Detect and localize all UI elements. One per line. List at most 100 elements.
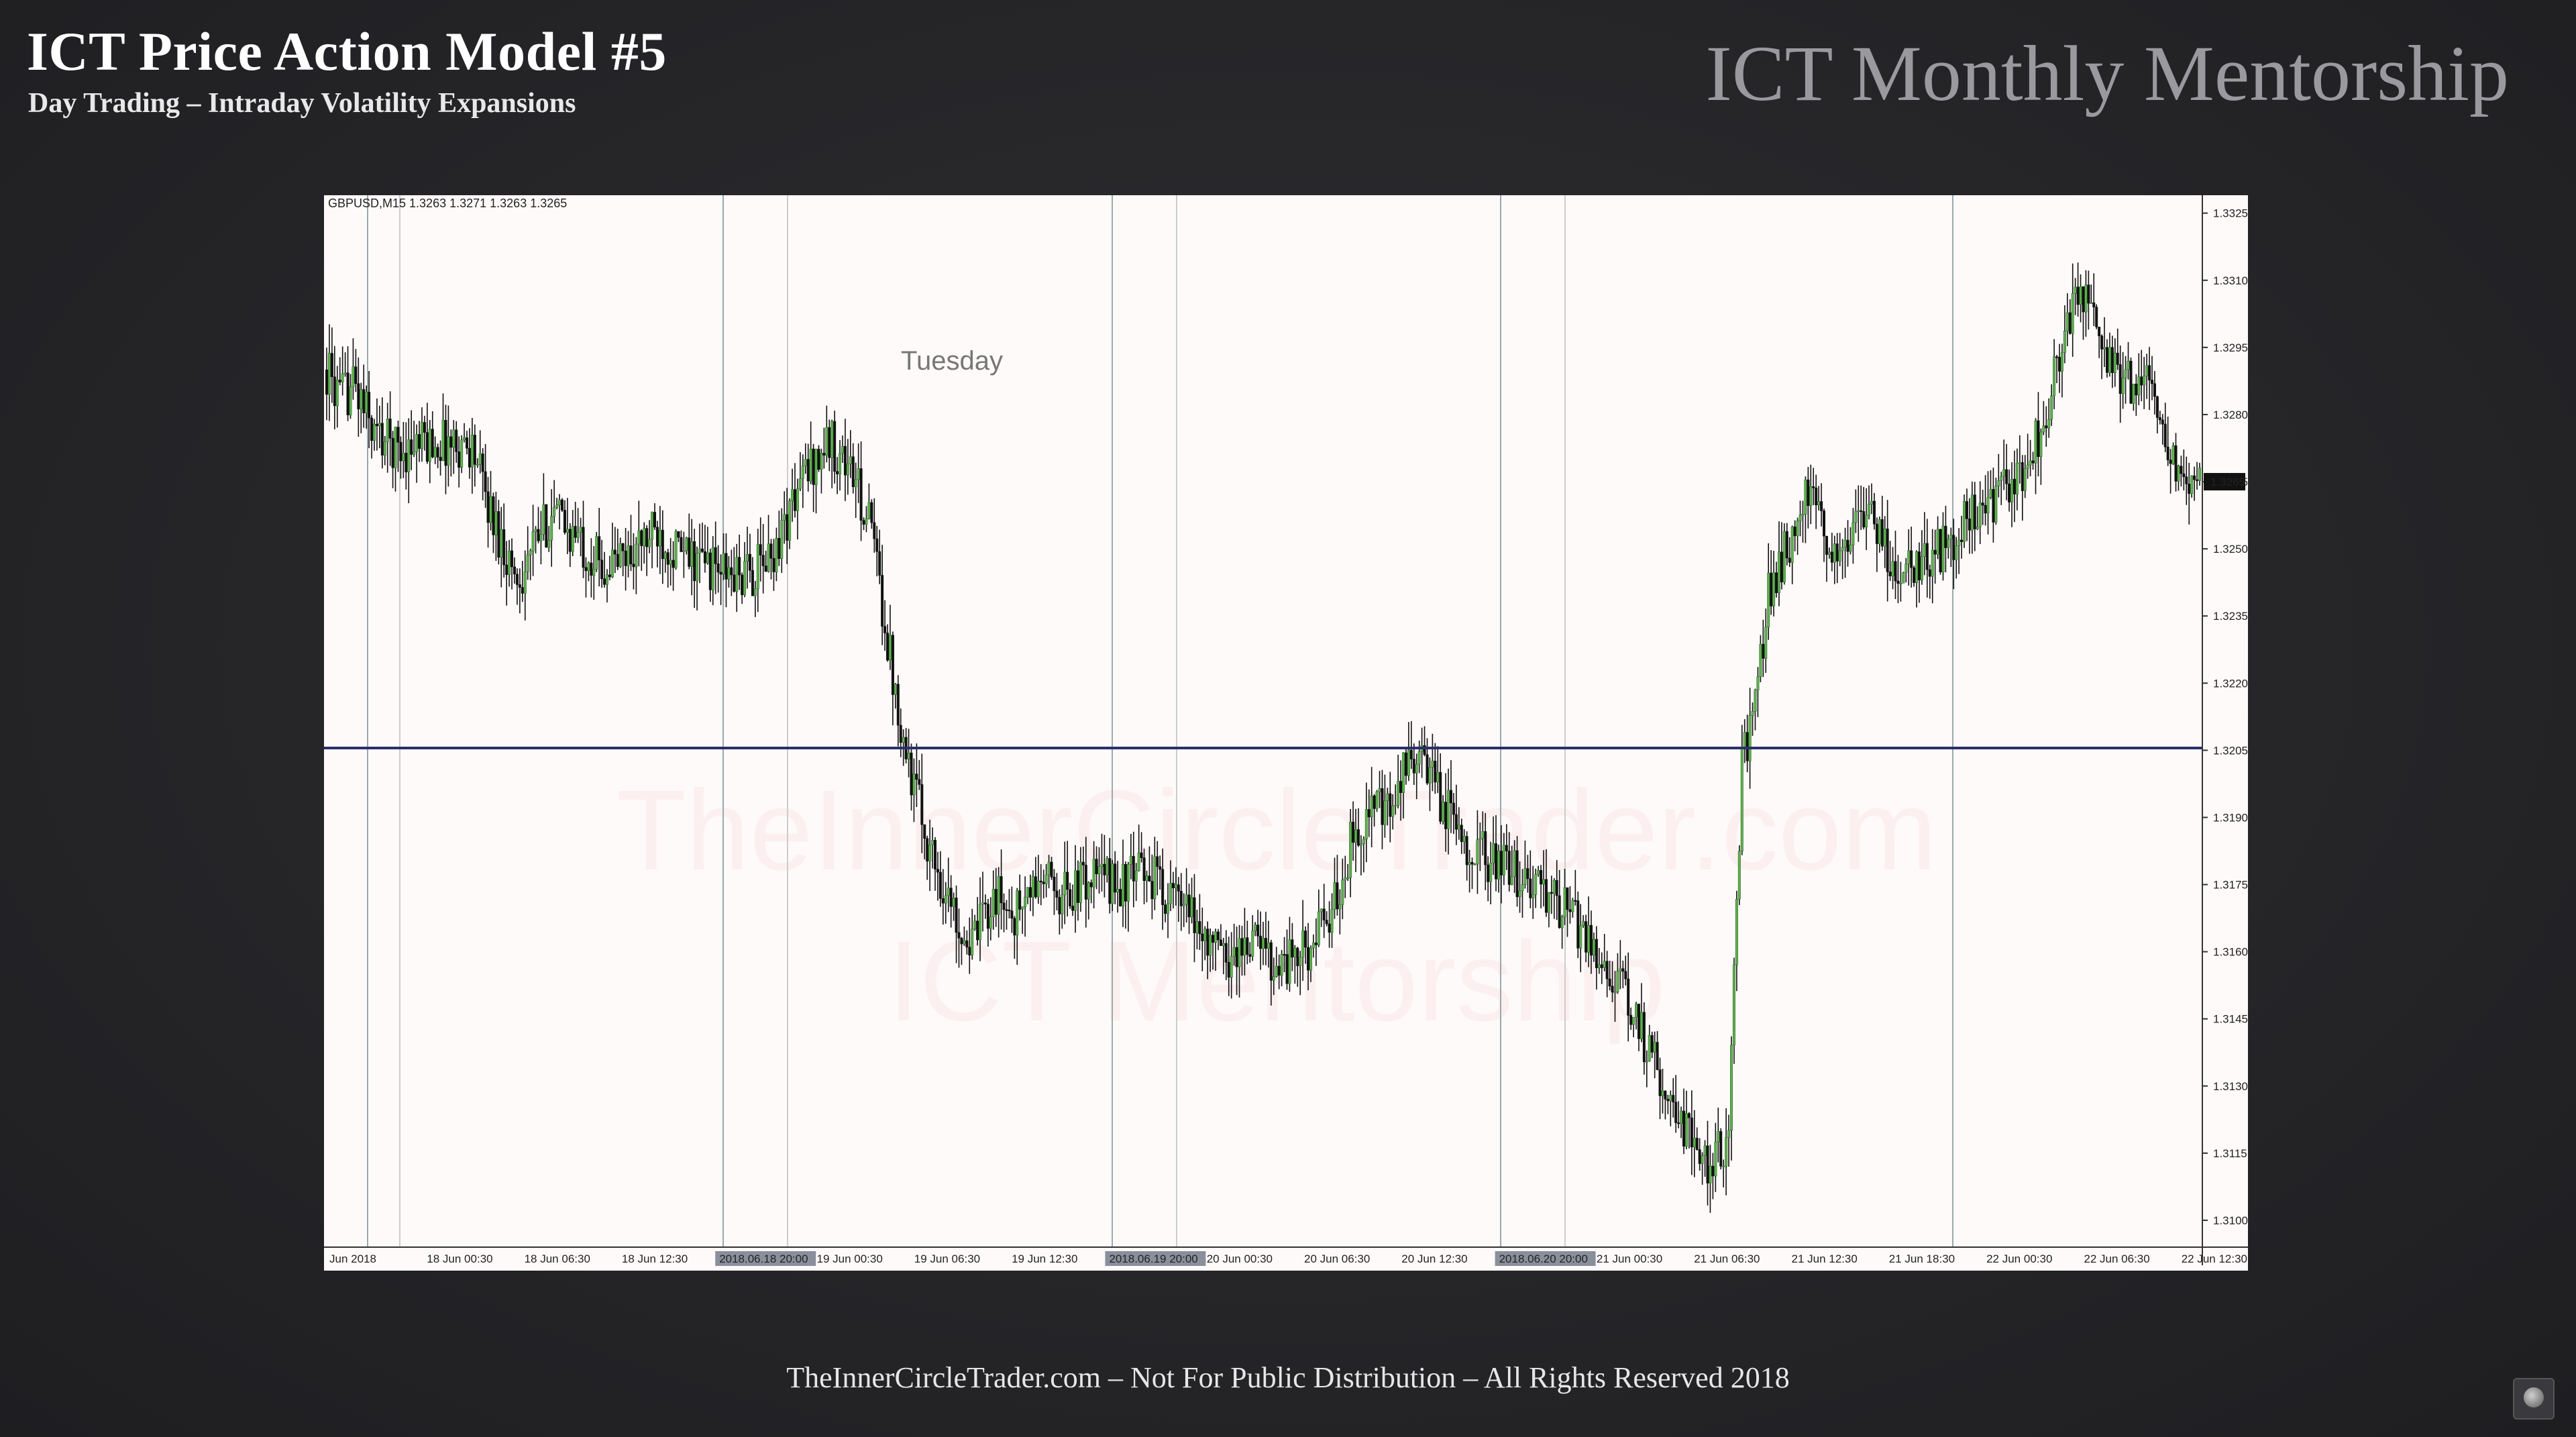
candle-body	[669, 560, 672, 565]
candle-body	[2127, 360, 2130, 370]
candle-body	[1870, 500, 1874, 505]
candle-body	[372, 423, 376, 441]
candle-body	[473, 435, 476, 465]
candle-body	[748, 553, 751, 571]
candle-body	[513, 566, 516, 575]
candle-body	[920, 784, 924, 825]
candle-body	[1666, 1099, 1670, 1102]
candle-body	[428, 429, 431, 462]
candle-body	[1452, 802, 1455, 815]
candle-body	[2026, 464, 2029, 469]
candle-body	[881, 575, 884, 627]
xtick-label: 2018.06.20 20:00	[1499, 1253, 1588, 1265]
candle-body	[2076, 286, 2080, 305]
candle-body	[1613, 992, 1617, 994]
candle-body	[1174, 884, 1177, 888]
candle-body	[1328, 923, 1331, 933]
candle-body	[1732, 964, 1735, 1046]
candle-body	[1838, 550, 1841, 562]
candle-body	[1465, 836, 1468, 865]
candle-body	[1391, 806, 1395, 817]
candle-body	[722, 553, 725, 575]
candle-body	[777, 538, 781, 560]
candle-body	[648, 539, 651, 547]
candle-body	[756, 544, 759, 590]
candle-body	[1100, 863, 1104, 867]
candle-body	[1431, 761, 1434, 767]
candle-body	[2118, 364, 2122, 394]
candle-body	[1428, 767, 1432, 784]
candle-body	[1322, 908, 1326, 920]
candle-body	[1177, 884, 1180, 892]
candle-body	[1018, 890, 1022, 910]
watermark-line-2: ICT Mentorship	[888, 918, 1666, 1045]
candle-body	[1542, 879, 1546, 885]
candle-body	[325, 369, 329, 395]
candle-body	[1179, 891, 1183, 906]
candle-body	[1854, 511, 1858, 523]
candle-body	[1442, 802, 1445, 822]
candle-body	[1285, 954, 1289, 984]
candle-body	[2065, 312, 2069, 331]
candle-body	[843, 445, 847, 476]
candle-body	[727, 567, 731, 580]
candle-body	[502, 529, 506, 566]
candle-body	[1579, 925, 1582, 949]
candle-body	[1698, 1149, 1701, 1164]
candle-body	[1709, 1165, 1712, 1183]
candle-body	[2079, 286, 2082, 305]
vertical-gridlines	[367, 195, 1953, 1247]
candle-body	[1024, 897, 1027, 907]
candle-body	[1513, 850, 1516, 877]
candle-body	[2129, 360, 2133, 404]
candle-body	[991, 889, 995, 917]
candle-body	[1809, 486, 1813, 507]
candle-body	[1232, 947, 1236, 957]
candle-body	[886, 633, 890, 661]
current-price-box	[2204, 473, 2245, 491]
candle-body	[1447, 790, 1450, 829]
candle-body	[1936, 529, 1939, 555]
xtick-label: 2018.06.19 20:00	[1109, 1253, 1197, 1265]
candle-body	[751, 570, 754, 596]
chart-canvas[interactable]: TheInnerCircleTrader.com ICT Mentorship …	[324, 195, 2248, 1271]
candle-body	[1582, 921, 1585, 926]
candle-body	[1262, 938, 1265, 949]
xtick-label: 19 Jun 00:30	[817, 1253, 883, 1265]
candle-body	[1028, 887, 1032, 898]
candle-body	[1492, 843, 1495, 863]
candle-body	[508, 550, 511, 575]
candle-body	[1484, 831, 1487, 865]
candle-body	[1426, 754, 1429, 784]
candle-body	[1772, 572, 1776, 606]
candle-body	[941, 898, 945, 904]
candle-body	[441, 420, 445, 461]
candle-body	[1645, 1061, 1648, 1063]
channel-avatar-icon[interactable]	[2513, 1378, 2555, 1420]
candle-body	[1412, 759, 1415, 774]
candle-body	[2180, 466, 2183, 474]
candle-body	[1470, 862, 1474, 865]
candle-body	[2148, 365, 2151, 380]
candle-body	[391, 437, 394, 468]
candle-body	[431, 429, 434, 458]
brand-watermark: ICT Monthly Mentorship	[1705, 30, 2509, 117]
candle-body	[1835, 543, 1839, 562]
candle-body	[547, 539, 551, 548]
candle-body	[1356, 829, 1360, 846]
candle-body	[1066, 871, 1069, 890]
candle-body	[1754, 690, 1757, 712]
candle-body	[1711, 1165, 1715, 1177]
footer-copyright: TheInnerCircleTrader.com – Not For Publi…	[786, 1361, 1790, 1394]
candle-body	[2121, 378, 2125, 394]
candle-body	[637, 530, 641, 545]
price-chart[interactable]: TheInnerCircleTrader.com ICT Mentorship …	[324, 195, 2248, 1271]
candle-body	[2161, 419, 2164, 425]
candle-body	[2039, 431, 2043, 458]
candle-body	[1939, 529, 1942, 572]
candle-body	[1338, 904, 1342, 910]
candle-body	[402, 453, 405, 462]
candle-body	[1746, 732, 1749, 761]
candle-body	[1595, 939, 1598, 968]
xtick-label: Jun 2018	[329, 1253, 376, 1265]
